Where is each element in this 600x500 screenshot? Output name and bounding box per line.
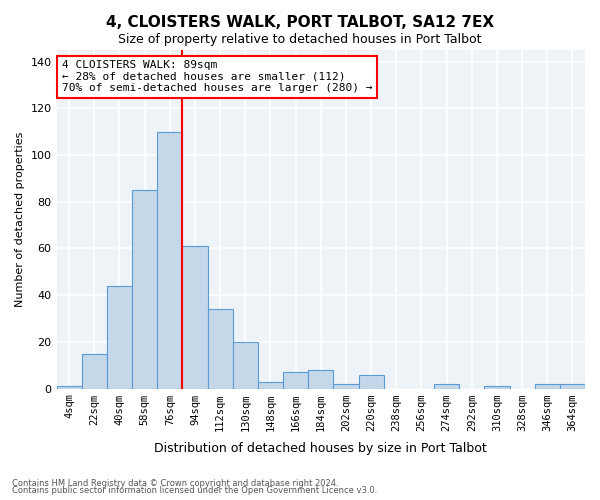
Bar <box>484 386 509 388</box>
Bar <box>182 246 208 388</box>
Bar <box>334 384 359 388</box>
Bar <box>359 374 383 388</box>
Bar <box>308 370 334 388</box>
Bar <box>107 286 132 388</box>
Bar <box>233 342 258 388</box>
Bar <box>132 190 157 388</box>
Bar <box>56 386 82 388</box>
Bar <box>535 384 560 388</box>
Bar <box>208 309 233 388</box>
Text: 4 CLOISTERS WALK: 89sqm
← 28% of detached houses are smaller (112)
70% of semi-d: 4 CLOISTERS WALK: 89sqm ← 28% of detache… <box>62 60 373 94</box>
Y-axis label: Number of detached properties: Number of detached properties <box>15 132 25 307</box>
Bar <box>560 384 585 388</box>
Text: 4, CLOISTERS WALK, PORT TALBOT, SA12 7EX: 4, CLOISTERS WALK, PORT TALBOT, SA12 7EX <box>106 15 494 30</box>
Bar <box>157 132 182 388</box>
Text: Contains public sector information licensed under the Open Government Licence v3: Contains public sector information licen… <box>12 486 377 495</box>
Bar <box>283 372 308 388</box>
X-axis label: Distribution of detached houses by size in Port Talbot: Distribution of detached houses by size … <box>154 442 487 455</box>
Bar <box>82 354 107 388</box>
Text: Contains HM Land Registry data © Crown copyright and database right 2024.: Contains HM Land Registry data © Crown c… <box>12 478 338 488</box>
Bar <box>258 382 283 388</box>
Text: Size of property relative to detached houses in Port Talbot: Size of property relative to detached ho… <box>118 32 482 46</box>
Bar <box>434 384 459 388</box>
